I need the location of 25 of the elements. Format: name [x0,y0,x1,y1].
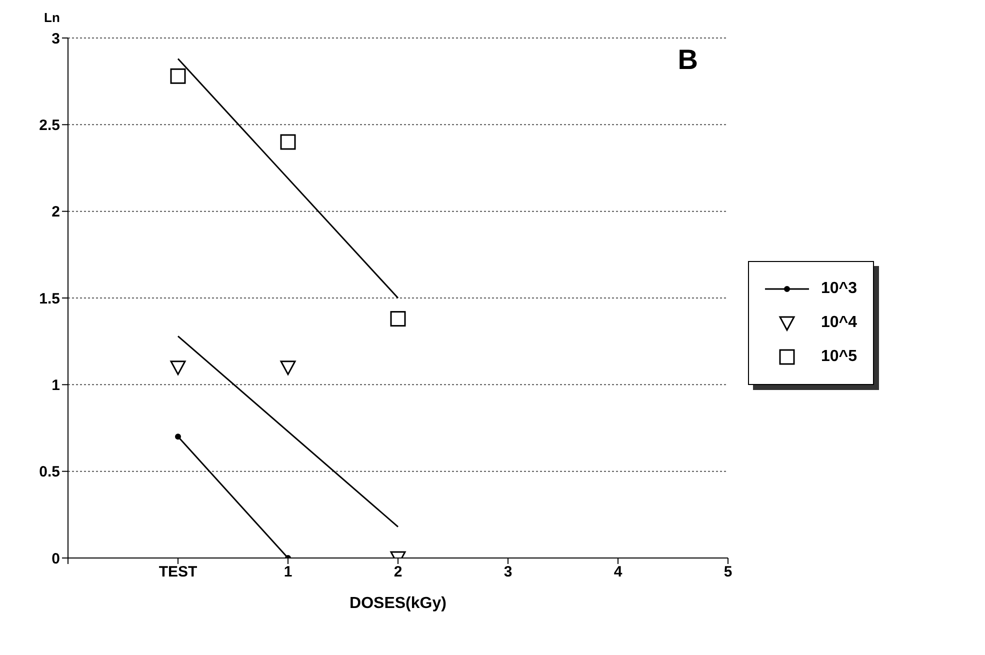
legend-label: 10^3 [821,280,858,298]
x-tick-label: 2 [394,564,402,581]
y-tick-label: 2.5 [39,116,60,134]
point [280,360,296,376]
x-tick-label: 5 [724,564,732,581]
x-axis-title: DOSES(kGy) [350,595,446,612]
y-tick-label: 2 [52,204,60,221]
legend-label: 10^4 [821,314,858,332]
legend-label: 10^5 [821,348,858,366]
y-tick-label: 1 [52,376,60,394]
x-tick-label: 3 [504,564,512,581]
point [170,360,186,376]
point [390,311,406,327]
annotation: B [678,44,698,76]
y-axis-title: Ln [44,10,60,25]
x-tick-label: 4 [614,564,623,581]
x-tick-label: TEST [158,564,198,581]
y-tick-label: 1.5 [39,290,60,308]
y-tick-label: 0.5 [39,464,60,481]
x-tick-label: 1 [284,564,292,581]
point [170,68,186,84]
point [280,134,296,150]
y-tick-label: 0 [52,550,60,568]
y-tick-label: 3 [52,30,60,48]
point [175,434,181,440]
